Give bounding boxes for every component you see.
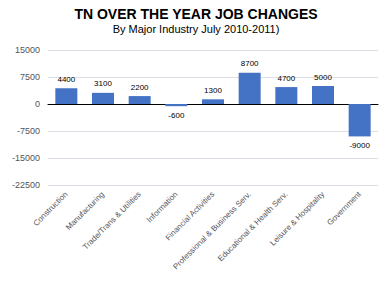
svg-text:Trade/Trans & Utilities: Trade/Trans & Utilities xyxy=(81,190,143,252)
svg-text:4700: 4700 xyxy=(277,74,295,83)
svg-text:Leisure & Hospitality: Leisure & Hospitality xyxy=(268,190,326,248)
svg-text:4400: 4400 xyxy=(57,75,75,84)
svg-text:2200: 2200 xyxy=(131,83,149,92)
svg-text:1300: 1300 xyxy=(204,86,222,95)
svg-text:Information: Information xyxy=(145,190,180,225)
svg-text:-22500: -22500 xyxy=(12,180,40,190)
svg-text:-600: -600 xyxy=(168,111,185,120)
svg-text:-7500: -7500 xyxy=(17,126,40,136)
svg-text:Professional & Business Serv.: Professional & Business Serv. xyxy=(171,190,253,272)
svg-text:TN OVER THE YEAR JOB CHANGES: TN OVER THE YEAR JOB CHANGES xyxy=(74,6,317,22)
svg-text:3100: 3100 xyxy=(94,79,112,88)
svg-text:Government: Government xyxy=(325,189,363,227)
svg-text:By Major Industry July 2010-20: By Major Industry July 2010-2011) xyxy=(113,23,280,35)
svg-text:0: 0 xyxy=(35,99,40,109)
svg-text:Educational & Health Serv.: Educational & Health Serv. xyxy=(216,190,289,263)
svg-text:-15000: -15000 xyxy=(12,153,40,163)
svg-text:15000: 15000 xyxy=(15,45,40,55)
svg-text:7500: 7500 xyxy=(20,72,40,82)
svg-text:Financial Activities: Financial Activities xyxy=(163,189,217,243)
svg-text:8700: 8700 xyxy=(241,59,259,68)
svg-text:Construction: Construction xyxy=(31,190,69,228)
svg-text:Manufacturing: Manufacturing xyxy=(64,189,107,232)
svg-text:5000: 5000 xyxy=(314,73,332,82)
svg-text:-9000: -9000 xyxy=(349,141,370,150)
